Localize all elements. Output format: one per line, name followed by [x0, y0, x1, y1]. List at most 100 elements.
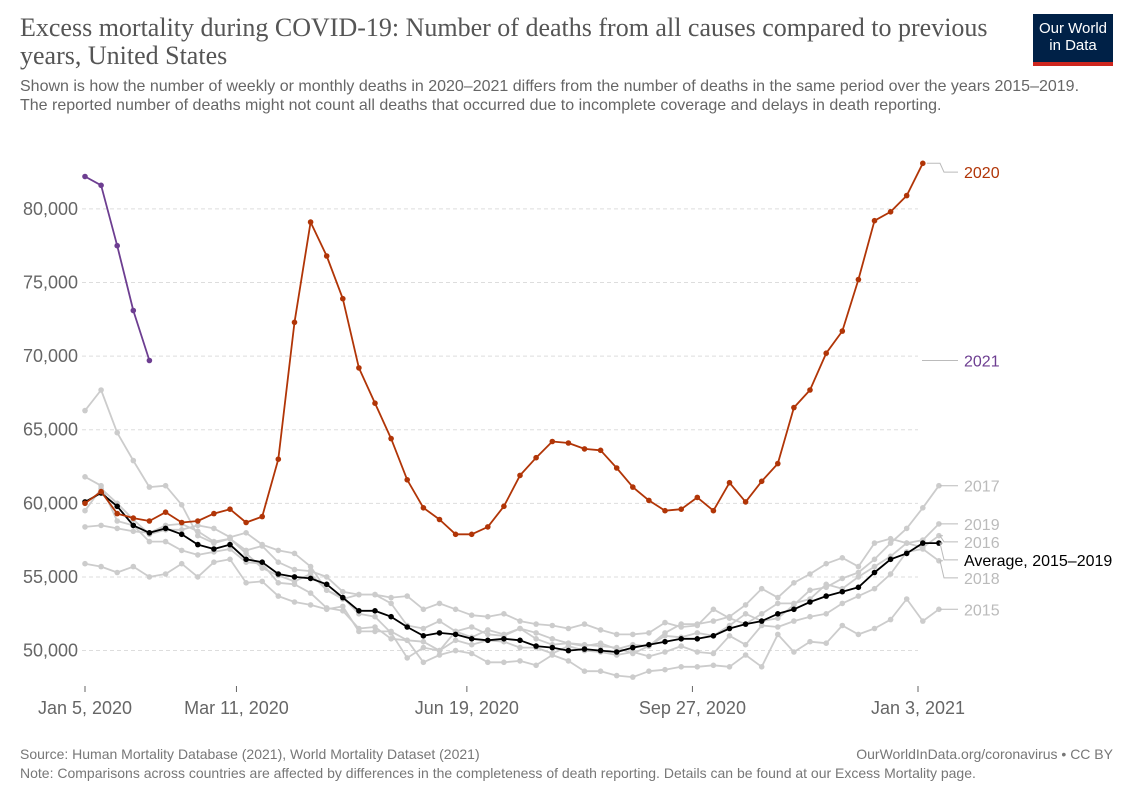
data-point-2019	[178, 527, 185, 533]
data-point-2018	[404, 637, 411, 644]
data-point-2017	[388, 600, 394, 607]
data-point-2020	[646, 497, 652, 504]
series-line-2021	[84, 175, 151, 361]
data-point-2019	[903, 540, 910, 546]
data-point-average-2015-2019	[646, 641, 652, 648]
data-point-2020	[694, 494, 701, 501]
data-point-2017	[936, 482, 942, 489]
data-point-2015	[420, 659, 427, 666]
data-point-2015	[372, 628, 378, 635]
data-point-2016	[710, 606, 717, 613]
data-point-2017	[775, 615, 781, 621]
data-point-2016	[613, 631, 620, 638]
data-point-2017	[436, 618, 443, 624]
data-point-2018	[178, 547, 185, 554]
data-point-2015	[227, 556, 233, 563]
data-point-2019	[485, 627, 491, 633]
data-point-average-2015-2019	[839, 588, 846, 595]
label-leader-2020	[926, 162, 958, 173]
data-point-2017	[211, 540, 217, 546]
series-label-2017: 2017	[964, 479, 1000, 496]
data-point-2015	[565, 658, 572, 664]
data-point-2015	[146, 574, 153, 580]
data-point-2018	[372, 624, 378, 630]
data-point-2015	[662, 666, 668, 673]
y-tick-label: 60,000	[23, 493, 78, 513]
owid-logo[interactable]: Our World in Data	[1033, 14, 1113, 66]
data-point-2019	[211, 525, 217, 532]
data-point-2019	[710, 618, 717, 624]
data-point-2019	[291, 550, 298, 557]
data-point-2017	[871, 556, 878, 563]
data-point-2018	[871, 585, 878, 592]
data-point-2016	[420, 606, 427, 613]
data-point-2018	[791, 618, 797, 624]
series-label-2020: 2020	[964, 165, 1000, 182]
data-point-average-2015-2019	[291, 574, 298, 580]
data-point-average-2015-2019	[501, 636, 507, 642]
data-point-2019	[871, 540, 878, 546]
data-point-2015	[887, 616, 894, 623]
data-point-average-2015-2019	[468, 636, 475, 642]
data-point-2018	[823, 611, 829, 617]
data-point-2017	[162, 482, 169, 489]
data-point-2015	[758, 664, 765, 670]
data-point-2015	[485, 659, 491, 666]
x-tick-label: Sep 27, 2020	[639, 698, 746, 718]
data-point-2015	[726, 664, 733, 670]
data-point-2020	[195, 518, 201, 524]
data-point-average-2015-2019	[340, 594, 346, 601]
data-point-2017	[307, 571, 314, 577]
data-point-2018	[678, 643, 684, 649]
data-point-2020	[162, 509, 169, 515]
data-point-2018	[82, 474, 88, 480]
source-link[interactable]: OurWorldInData.org/coronavirus • CC BY	[856, 746, 1113, 762]
data-point-2019	[323, 587, 330, 593]
data-point-average-2015-2019	[581, 646, 588, 652]
label-leader-average-2015-2019	[939, 542, 958, 561]
data-point-2021	[98, 182, 104, 189]
data-point-2015	[436, 652, 443, 658]
data-point-2015	[920, 618, 926, 624]
data-point-2017	[855, 569, 862, 576]
data-point-2015	[130, 563, 137, 570]
data-point-2017	[195, 532, 201, 539]
data-point-2019	[936, 521, 942, 527]
data-point-2019	[807, 571, 813, 577]
data-point-2019	[227, 534, 233, 540]
data-point-2016	[404, 593, 411, 599]
data-point-2015	[243, 580, 249, 586]
data-point-2020	[807, 387, 813, 393]
data-point-average-2015-2019	[565, 647, 572, 654]
x-tick-label: Mar 11, 2020	[184, 698, 289, 718]
data-point-2020	[565, 440, 572, 446]
data-point-2020	[791, 404, 797, 411]
data-point-2015	[162, 571, 169, 577]
data-point-2018	[323, 605, 330, 611]
data-point-2019	[404, 655, 411, 661]
data-point-2016	[775, 600, 781, 607]
data-point-2019	[678, 621, 684, 627]
data-point-2015	[82, 560, 88, 567]
data-point-2015	[211, 559, 217, 565]
data-point-2020	[726, 479, 733, 486]
data-point-2020	[130, 515, 137, 521]
data-point-2017	[823, 584, 829, 591]
series-line-2017	[84, 389, 940, 650]
data-point-2018	[710, 650, 717, 657]
data-point-2016	[98, 522, 104, 529]
data-point-2020	[114, 510, 120, 517]
data-point-2016	[533, 621, 539, 627]
chart-title: Excess mortality during COVID-19: Number…	[20, 13, 988, 70]
label-leader-2018	[939, 560, 958, 579]
data-point-2021	[146, 357, 153, 364]
data-point-2020	[82, 500, 88, 507]
data-point-2015	[581, 668, 588, 674]
data-point-2016	[323, 574, 330, 580]
series-line-2019	[84, 487, 940, 659]
data-point-2020	[613, 465, 620, 471]
data-point-2015	[452, 647, 459, 654]
data-point-2015	[807, 638, 813, 645]
data-point-2020	[839, 328, 846, 334]
chart-subtitle: Shown is how the number of weekly or mon…	[20, 78, 1080, 114]
